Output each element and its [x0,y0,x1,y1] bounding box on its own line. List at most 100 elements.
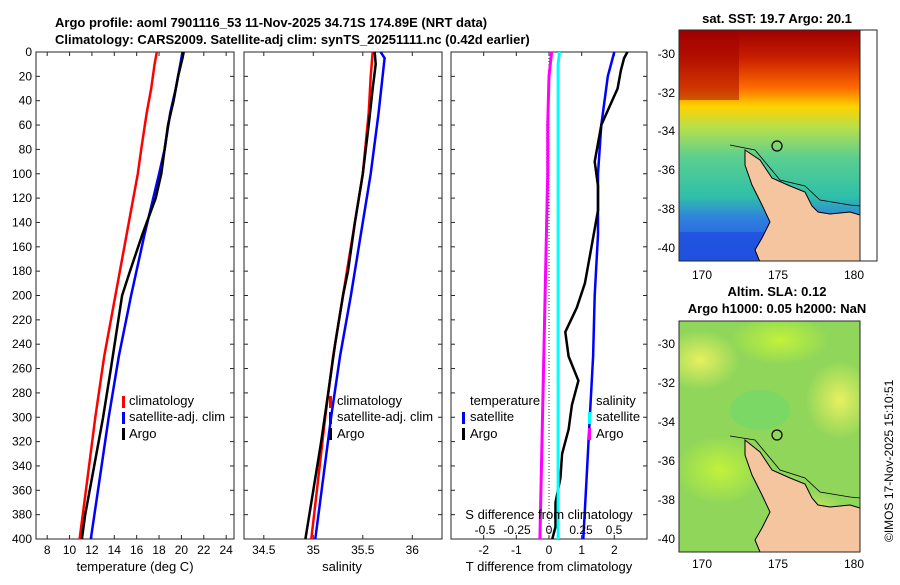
legend-marker-s-satellite [588,412,591,424]
difference-legend-right: salinity satellite Argo [588,393,640,441]
s-tick: 0 [546,523,553,537]
x-tick-label: 36 [406,543,420,557]
salinity-lines [304,51,386,540]
salinity-x-ticks: 34.5 35 35.5 36 [252,52,419,557]
land-northland [744,149,860,261]
sla-contour [729,435,860,499]
sla-ytick: -38 [658,493,676,507]
sla-map-title2: Argo h1000: 0.05 h2000: NaN [688,301,866,316]
sla-xtick: 175 [768,557,788,571]
s-tick: -0.25 [503,523,531,537]
sst-y-ticks: -30 -32 -34 -36 -38 -40 [658,47,676,255]
y-tick-label: 180 [12,264,32,278]
argo-location-marker [771,429,783,441]
sst-contour [729,144,860,207]
temperature-legend: climatology satellite-adj. clim Argo [122,393,225,441]
sst-xtick: 170 [692,268,712,282]
y-tick-label: 280 [12,386,32,400]
sla-blob [679,435,765,505]
legend-marker-climatology [122,396,125,408]
temperature-x-ticks: 8 10 12 14 16 18 20 22 24 [44,52,233,557]
y-tick-label: 360 [12,483,32,497]
sla-ytick: -32 [658,376,676,390]
temperature-axes [35,51,235,540]
sst-cool-patch [680,232,770,261]
y-tick-label: 100 [12,167,32,181]
x-tick-label: 35 [307,543,321,557]
copyright-stamp: ©IMOS 17-Nov-2025 15:10:51 [882,379,896,542]
x-tick-label: 34.5 [252,543,276,557]
difference-xlabel: T difference from climatology [466,559,633,574]
y-tick-label: 260 [12,362,32,376]
sst-xtick: 175 [768,268,788,282]
y-tick-label: 160 [12,240,32,254]
legend-marker-argo [329,428,332,440]
sla-ytick: -40 [658,532,676,546]
salinity-y-ticks [244,51,442,540]
sla-blob [730,390,790,430]
x-tick-label: -2 [478,543,489,557]
temperature-y-ticks: 0 20 40 60 80 100 120 140 160 180 200 220 240 260 280 3… [12,45,234,546]
legend-label-s-argo: Argo [596,426,623,441]
x-tick-label: 0 [546,543,553,557]
x-tick-label: 20 [175,543,189,557]
y-tick-label: 120 [12,191,32,205]
legend-marker-s-argo [588,428,591,440]
salinity-panel: 34.5 35 35.5 36 salinity climatology satell… [243,51,443,574]
y-tick-label: 220 [12,313,32,327]
x-tick-label: 8 [44,543,51,557]
x-tick-label: -1 [511,543,522,557]
s-difference-ticks: -0.5 -0.25 0 0.25 0.5 [475,523,623,537]
main-title-line1: Argo profile: aoml 7901116_53 11-Nov-202… [55,15,487,30]
series-line-s-argo [538,51,554,540]
y-tick-label: 300 [12,410,32,424]
sla-blob [805,360,860,440]
main-title-line2: Climatology: CARS2009. Satellite-adj cli… [55,32,530,47]
series-line-t-argo [551,51,629,540]
y-tick-label: 200 [12,289,32,303]
argo-location-marker [771,140,783,152]
x-tick-label: 10 [63,543,77,557]
x-tick-label: 14 [108,543,122,557]
legend-marker-climatology [329,396,332,408]
series-line-t-satellite [582,51,616,540]
legend-label-climatology: climatology [129,393,195,408]
temperature-xlabel: temperature (deg C) [76,559,193,574]
salinity-xlabel: salinity [322,559,362,574]
sst-map-title: sat. SST: 19.7 Argo: 20.1 [702,11,852,26]
sst-xtick: 180 [844,268,864,282]
y-tick-label: 140 [12,215,32,229]
sla-x-ticks: 170 175 180 [692,557,864,571]
x-tick-label: 35.5 [351,543,375,557]
legend-marker-argo [122,428,125,440]
s-tick: 0.25 [569,523,593,537]
legend-label-argo: Argo [470,426,497,441]
x-tick-label: 16 [130,543,144,557]
sla-blob [730,321,830,365]
legend-label-satellite: satellite [470,409,514,424]
series-line-satellite-adj-clim [314,51,386,540]
y-tick-label: 400 [12,532,32,546]
x-tick-label: 18 [152,543,166,557]
legend-marker-argo [462,428,465,440]
sst-ytick: -40 [658,241,676,255]
legend-label-salinity: salinity [596,393,636,408]
y-tick-label: 380 [12,508,32,522]
sla-map-title1: Altim. SLA: 0.12 [728,284,827,299]
sst-warm-patch [679,30,739,100]
s-tick: -0.5 [475,523,496,537]
y-tick-label: 20 [19,69,33,83]
y-tick-label: 40 [19,94,33,108]
difference-panel: -2 -1 0 1 2 T difference from climatology S … [450,51,648,574]
sla-xtick: 170 [692,557,712,571]
sst-map-panel: sat. SST: 19.7 Argo: 20.1 -30 -32 -34 -3… [658,11,878,282]
difference-y-ticks [451,51,647,540]
x-tick-label: 1 [578,543,585,557]
sla-map-panel: Altim. SLA: 0.12 Argo h1000: 0.05 h2000:… [658,284,867,571]
x-tick-label: 22 [197,543,211,557]
sst-ytick: -32 [658,86,676,100]
sla-blob [679,330,740,390]
y-tick-label: 240 [12,337,32,351]
legend-label-satellite: satellite-adj. clim [129,409,225,424]
legend-label-argo: Argo [337,426,364,441]
